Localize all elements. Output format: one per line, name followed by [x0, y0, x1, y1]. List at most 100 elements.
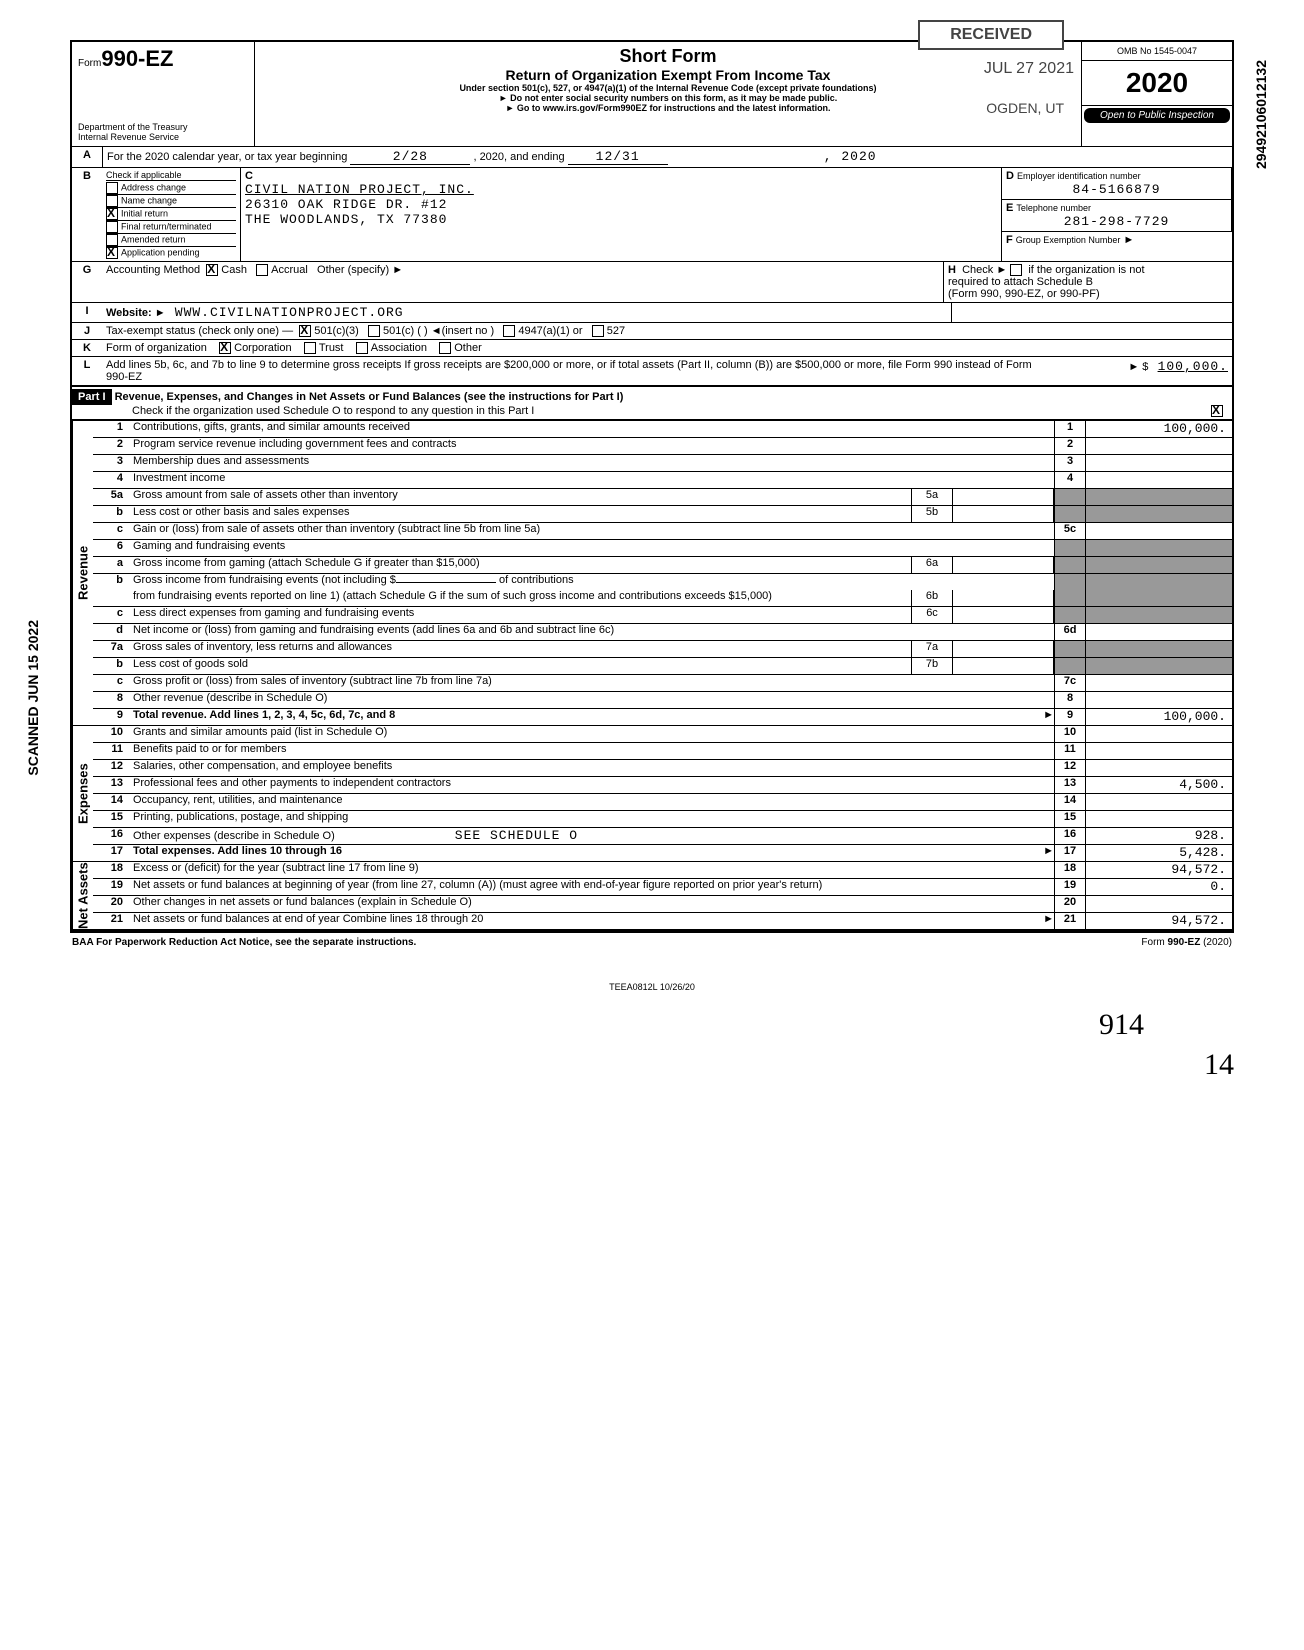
501c-label: 501(c) (: [383, 325, 421, 337]
line6d-val: [1086, 624, 1232, 640]
goto-url: Go to www.irs.gov/Form990EZ for instruct…: [505, 103, 830, 113]
checkbox-cash[interactable]: [206, 264, 218, 276]
checkbox-initial-return[interactable]: [106, 208, 118, 220]
phone-label: Telephone number: [1016, 203, 1091, 213]
label-f: F: [1006, 234, 1013, 246]
form-prefix: Form: [78, 58, 101, 69]
box-5a: 5a: [911, 489, 952, 505]
corporation-label: Corporation: [234, 342, 291, 354]
line15-desc: Printing, publications, postage, and shi…: [131, 811, 1054, 827]
other-specify-label: Other (specify) ►: [317, 264, 403, 276]
h-text4: (Form 990, 990-EZ, or 990-PF): [948, 288, 1100, 300]
line1-desc: Contributions, gifts, grants, and simila…: [131, 421, 1054, 437]
line9-val: 100,000.: [1086, 709, 1232, 725]
line8-val: [1086, 692, 1232, 708]
line21-val: 94,572.: [1086, 913, 1232, 929]
line11-val: [1086, 743, 1232, 759]
line2-desc: Program service revenue including govern…: [131, 438, 1054, 454]
addr-change-label: Address change: [121, 182, 186, 192]
part1-heading: Revenue, Expenses, and Changes in Net As…: [115, 391, 624, 403]
checkbox-association[interactable]: [356, 342, 368, 354]
side-barcode-number: 29492106012132: [1253, 60, 1269, 169]
4947-label: 4947(a)(1) or: [518, 325, 582, 337]
checkbox-other-org[interactable]: [439, 342, 451, 354]
label-k: K: [72, 340, 102, 356]
label-d: D: [1006, 170, 1014, 182]
org-address1: 26310 OAK RIDGE DR. #12: [245, 197, 997, 212]
other-org-label: Other: [454, 342, 482, 354]
checkbox-accrual[interactable]: [256, 264, 268, 276]
form-header: Form990-EZ Department of the Treasury In…: [72, 42, 1232, 147]
line6a-desc: Gross income from gaming (attach Schedul…: [131, 557, 911, 573]
line-j-row: J Tax-exempt status (check only one) — 5…: [72, 323, 1232, 340]
line12-desc: Salaries, other compensation, and employ…: [131, 760, 1054, 776]
part1-check-text: Check if the organization used Schedule …: [132, 405, 534, 417]
line-a-mid: , 2020, and ending: [473, 151, 564, 163]
baa-notice: BAA For Paperwork Reduction Act Notice, …: [72, 937, 416, 948]
open-public-badge: Open to Public Inspection: [1084, 108, 1230, 123]
association-label: Association: [371, 342, 427, 354]
expenses-side-label: Expenses: [72, 726, 93, 861]
line10-val: [1086, 726, 1232, 742]
line8-desc: Other revenue (describe in Schedule O): [131, 692, 1054, 708]
label-c: C: [245, 170, 997, 182]
line2-val: [1086, 438, 1232, 454]
name-change-label: Name change: [121, 195, 177, 205]
ssn-warning: Do not enter social security numbers on …: [499, 93, 838, 103]
checkbox-501c[interactable]: [368, 325, 380, 337]
checkbox-4947[interactable]: [503, 325, 515, 337]
label-l: L: [72, 357, 102, 385]
box-6a: 6a: [911, 557, 952, 573]
net-assets-side-label: Net Assets: [72, 862, 93, 929]
tax-year-begin[interactable]: 2/28: [350, 149, 470, 165]
end-year: , 2020: [824, 149, 877, 164]
line11-desc: Benefits paid to or for members: [131, 743, 1054, 759]
checkbox-final-return[interactable]: [106, 221, 118, 233]
line6b3-desc: from fundraising events reported on line…: [131, 590, 911, 606]
line6b2-desc: of contributions: [499, 574, 574, 586]
ein-value: 84-5166879: [1006, 182, 1227, 197]
checkbox-trust[interactable]: [304, 342, 316, 354]
line12-val: [1086, 760, 1232, 776]
part1-header-row: Part I Revenue, Expenses, and Changes in…: [72, 387, 1232, 421]
irs-label: Internal Revenue Service: [78, 132, 248, 142]
box-5b: 5b: [911, 506, 952, 522]
checkbox-corporation[interactable]: [219, 342, 231, 354]
h-text3: required to attach Schedule B: [948, 276, 1093, 288]
checkbox-501c3[interactable]: [299, 325, 311, 337]
501c3-label: 501(c)(3): [314, 325, 359, 337]
line-a-text: For the 2020 calendar year, or tax year …: [107, 151, 347, 163]
line7c-val: [1086, 675, 1232, 691]
bcdef-block: B Check if applicable Address change Nam…: [72, 168, 1232, 262]
line19-desc: Net assets or fund balances at beginning…: [131, 879, 1054, 895]
phone-value: 281-298-7729: [1006, 214, 1227, 229]
net-assets-section: Net Assets 18Excess or (deficit) for the…: [72, 862, 1232, 931]
expenses-section: Expenses 10Grants and similar amounts pa…: [72, 726, 1232, 862]
checkbox-527[interactable]: [592, 325, 604, 337]
org-address2: THE WOODLANDS, TX 77380: [245, 212, 997, 227]
label-h: H: [948, 264, 956, 276]
label-a: A: [72, 147, 103, 167]
scanned-stamp: SCANNED JUN 15 2022: [25, 620, 41, 776]
line19-val: 0.: [1086, 879, 1232, 895]
checkbox-schedule-o-part1[interactable]: [1211, 405, 1223, 417]
checkbox-app-pending[interactable]: [106, 247, 118, 259]
form-year: 2020: [1082, 61, 1232, 106]
cash-label: Cash: [221, 264, 247, 276]
handwritten-914: 914: [1099, 1008, 1144, 1042]
line-k-row: K Form of organization Corporation Trust…: [72, 340, 1232, 357]
insert-no-label: ) ◄(insert no ): [424, 325, 494, 337]
line-l-row: L Add lines 5b, 6c, and 7b to line 9 to …: [72, 357, 1232, 387]
org-name: CIVIL NATION PROJECT, INC.: [245, 182, 997, 197]
tax-year-end[interactable]: 12/31: [568, 149, 668, 165]
line18-val: 94,572.: [1086, 862, 1232, 878]
tax-exempt-label: Tax-exempt status (check only one) —: [106, 325, 293, 337]
h-text2: if the organization is not: [1028, 264, 1144, 276]
checkbox-h[interactable]: [1010, 264, 1022, 276]
box-6b: 6b: [911, 590, 952, 606]
form-container: Form990-EZ Department of the Treasury In…: [70, 40, 1234, 933]
short-form-label: Short Form: [261, 46, 1075, 67]
checkbox-address-change[interactable]: [106, 182, 118, 194]
footer-form: Form 990-EZ (2020): [1141, 937, 1232, 948]
line-a-row: A For the 2020 calendar year, or tax yea…: [72, 147, 1232, 168]
